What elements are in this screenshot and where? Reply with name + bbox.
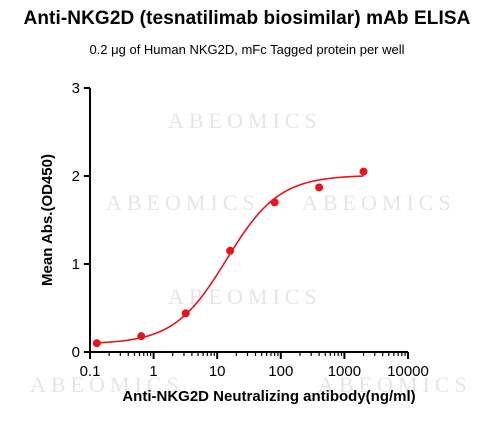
- x-tick-label-1000: 1000: [328, 363, 361, 380]
- data-point-1: [92, 339, 101, 348]
- y-tick-label-2: 2: [72, 168, 80, 185]
- data-point-3: [181, 309, 190, 318]
- y-tick-label-0: 0: [72, 344, 80, 361]
- x-tick-label-100: 100: [268, 363, 293, 380]
- watermark-2: ABEOMICS: [106, 190, 260, 215]
- x-tick-label-0.1: 0.1: [80, 363, 101, 380]
- chart-title: Anti-NKG2D (tesnatilimab biosimilar) mAb…: [23, 8, 471, 29]
- chart-subtitle: 0.2 μg of Human NKG2D, mFc Tagged protei…: [89, 42, 405, 57]
- x-tick-label-1: 1: [149, 363, 157, 380]
- watermark-1: ABEOMICS: [168, 108, 322, 133]
- y-axis-title: Mean Abs.(OD450): [39, 154, 56, 286]
- watermark-6: ABEOMICS: [318, 372, 472, 397]
- watermark-4: ABEOMICS: [168, 284, 322, 309]
- x-axis-title: Anti-NKG2D Neutralizing antibody(ng/ml): [122, 388, 415, 405]
- x-tick-label-10000: 10000: [387, 363, 429, 380]
- watermark-5: ABEOMICS: [30, 372, 184, 397]
- watermark-3: ABEOMICS: [302, 190, 456, 215]
- y-tick-label-3: 3: [72, 80, 80, 97]
- plot-area: 0 1 2 3 0.1 1 10 100 1000 10000 Anti-NKG2D Neutral…: [39, 80, 429, 405]
- data-point-5: [270, 198, 279, 207]
- data-point-7: [359, 167, 368, 176]
- data-point-6: [315, 183, 324, 192]
- fit-curve: [96, 175, 364, 344]
- x-tick-label-10: 10: [209, 363, 226, 380]
- data-point-4: [226, 246, 235, 255]
- data-point-2: [137, 332, 146, 341]
- y-tick-label-1: 1: [72, 256, 80, 273]
